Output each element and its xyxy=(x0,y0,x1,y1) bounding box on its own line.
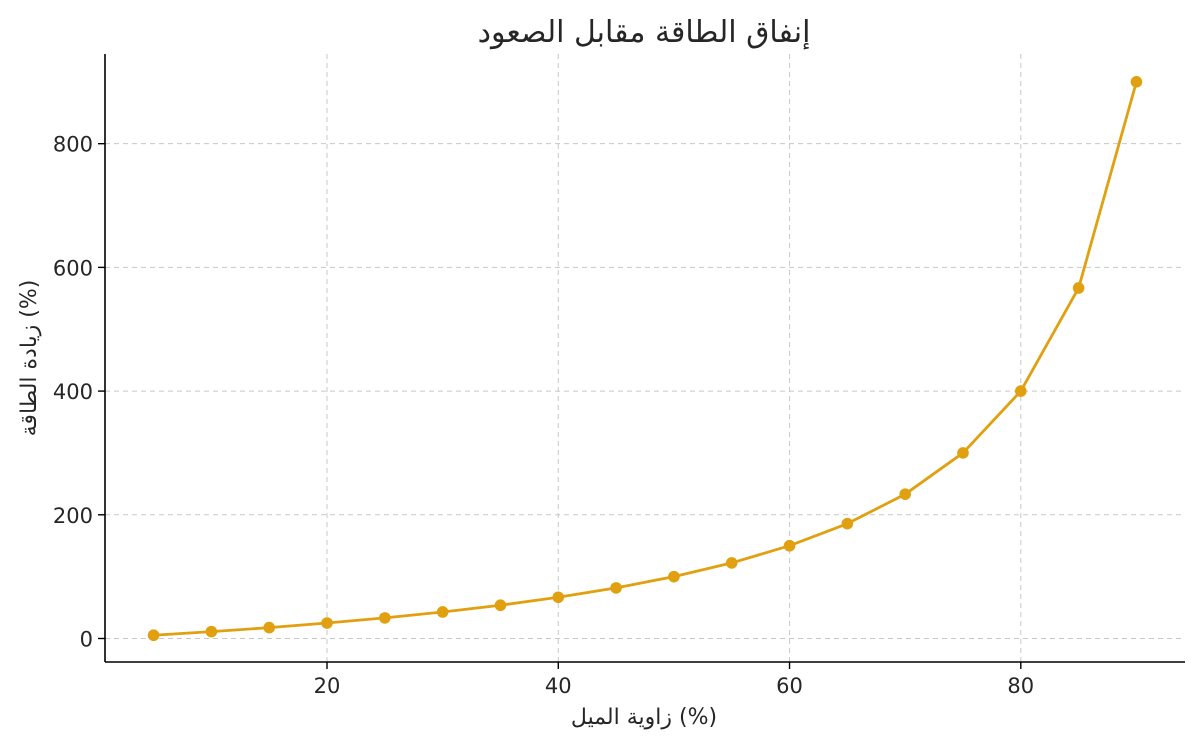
x-tick-label: 80 xyxy=(1007,674,1034,698)
axes xyxy=(104,54,1185,663)
y-tick-label: 800 xyxy=(53,133,93,157)
data-point xyxy=(321,617,333,629)
data-point xyxy=(668,570,680,583)
y-tick-label: 600 xyxy=(53,256,93,280)
y-tick-label: 0 xyxy=(80,627,93,651)
data-point xyxy=(436,606,449,618)
data-point xyxy=(899,488,911,500)
data-point xyxy=(1015,385,1027,397)
data-point xyxy=(552,591,565,604)
y-tick-label: 200 xyxy=(53,504,93,528)
series xyxy=(147,76,1143,642)
x-axis-label: زاوية الميل (%) xyxy=(571,705,717,730)
data-point xyxy=(1072,282,1085,294)
grid xyxy=(105,54,1185,662)
x-tick-label: 40 xyxy=(545,674,572,698)
data-point xyxy=(494,599,507,612)
data-point xyxy=(1130,76,1143,88)
x-tick-label: 20 xyxy=(314,674,341,698)
chart-title: إنفاق الطاقة مقابل الصعود xyxy=(478,15,811,50)
data-point xyxy=(841,517,854,530)
y-axis-label: زيادة الطاقة (%) xyxy=(17,280,42,437)
data-point xyxy=(783,539,796,552)
y-tick-label: 400 xyxy=(53,380,93,404)
data-point xyxy=(263,621,275,634)
x-tick-label: 60 xyxy=(776,674,803,698)
data-point xyxy=(610,582,622,594)
data-point xyxy=(205,625,218,638)
data-point xyxy=(147,629,160,642)
data-point xyxy=(725,557,738,569)
data-point xyxy=(379,612,391,624)
data-point xyxy=(957,447,969,459)
series-line xyxy=(152,80,1138,637)
